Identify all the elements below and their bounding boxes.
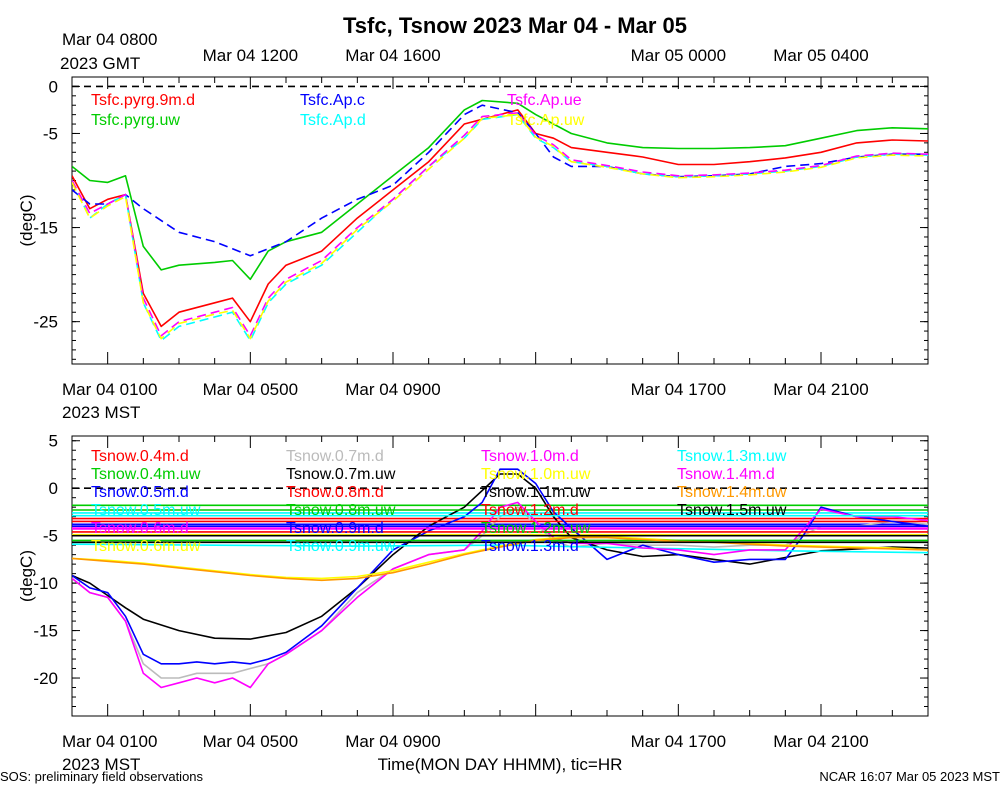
series-line-tsfc-ap-d (72, 113, 928, 342)
bottom-axis-header-sub: 2023 MST (62, 403, 140, 422)
series-line-tsnow-1-0m-uw (72, 535, 928, 580)
tsnow-panel: 5 0 -5 -10 -15 -20 (degC) Tsnow.0.4m.dTsnow.0.4… (17, 432, 929, 774)
bottom-axis-header-sub: 2023 MST (62, 755, 140, 774)
series-line-tsfc-ap-uw (72, 113, 928, 340)
x-tick-label: Mar 04 2100 (773, 380, 868, 399)
y-tick-label: -15 (33, 219, 58, 238)
legend-entry-tsnow-0-4m-d: Tsnow.0.4m.d (91, 448, 189, 465)
y-tick-label: 5 (49, 432, 58, 451)
legend-entry-tsnow-1-5m-uw: Tsnow.1.5m.uw (677, 502, 787, 519)
series-line-tsfc-pyrg-9m-d (72, 109, 928, 328)
series-line-tsnow-0-9m-d (72, 468, 928, 665)
footer-right: NCAR 16:07 Mar 05 2023 MST (819, 769, 1000, 784)
x-tick-label: Mar 04 0900 (345, 732, 440, 751)
y-tick-label: -25 (33, 313, 58, 332)
legend-entry-tsfc-ap-d: Tsfc.Ap.d (300, 112, 366, 129)
y-tick-label: -5 (43, 124, 58, 143)
legend-entry-tsnow-0-8m-d: Tsnow.0.8m.d (286, 484, 384, 501)
y-tick-label: 0 (49, 77, 58, 96)
legend-entry-tsnow-0-7m-uw: Tsnow.0.7m.uw (286, 466, 396, 483)
legend-entry-tsnow-1-0m-uw: Tsnow.1.0m.uw (481, 466, 591, 483)
y-tick-label: -5 (43, 527, 58, 546)
legend-entry-tsnow-1-4m-uw: Tsnow.1.4m.uw (677, 484, 787, 501)
legend-entry-tsnow-0-5m-uw: Tsnow.0.5m.uw (91, 502, 201, 519)
x-tick-label: Mar 04 2100 (773, 732, 868, 751)
legend-entry-tsnow-1-3m-d: Tsnow.1.3m.d (481, 538, 579, 555)
series-group (72, 99, 928, 342)
legend-entry-tsnow-0-8m-uw: Tsnow.0.8m.uw (286, 502, 396, 519)
legend-entry-tsfc-ap-ue: Tsfc.Ap.ue (507, 92, 582, 109)
y-axis-label: (degC) (17, 550, 36, 602)
legend-entry-tsnow-0-9m-uw: Tsnow.0.9m.uw (286, 538, 396, 555)
series-group (72, 468, 928, 689)
series-line-tsnow-1-4m-uw (72, 536, 928, 582)
legend-entry-tsnow-0-4m-uw: Tsnow.0.4m.uw (91, 466, 201, 483)
series-line-tsfc-ap-c (72, 104, 928, 257)
legend-entry-tsnow-1-2m-d: Tsnow.1.2m.d (481, 502, 579, 519)
legend-entry-tsfc-ap-uw: Tsfc.Ap.uw (507, 112, 585, 129)
y-tick-label: -10 (33, 574, 58, 593)
legend-entry-tsnow-1-4m-d: Tsnow.1.4m.d (677, 466, 775, 483)
x-tick-label: Mar 04 1700 (631, 732, 726, 751)
y-tick-label: -15 (33, 622, 58, 641)
bottom-axis-header: Mar 04 0100 (62, 732, 157, 751)
y-axis-label: (degC) (17, 195, 36, 247)
x-tick-label: Mar 04 0500 (203, 732, 298, 751)
legend-entry-tsnow-0-9m-d: Tsnow.0.9m.d (286, 520, 384, 537)
series-line-tsnow-0-7m-uw (72, 473, 928, 640)
top-x-tick-label: Mar 04 1200 (203, 46, 298, 65)
legend-entry-tsnow-0-5m-d: Tsnow.0.5m.d (91, 484, 189, 501)
x-tick-label: Mar 04 1700 (631, 380, 726, 399)
top-axis-header: Mar 04 0800 (62, 30, 157, 49)
legend-entry-tsnow-0-6m-uw: Tsnow.0.6m.uw (91, 538, 201, 555)
legend-entry-tsnow-1-3m-uw: Tsnow.1.3m.uw (677, 448, 787, 465)
legend-entry-tsfc-pyrg-uw: Tsfc.pyrg.uw (91, 112, 180, 129)
top-x-tick-label: Mar 05 0400 (773, 46, 868, 65)
legend-entry-tsfc-ap-c: Tsfc.Ap.c (300, 92, 365, 109)
legend-entry-tsnow-1-1m-uw: Tsnow.1.1m.uw (481, 484, 591, 501)
series-line-tsfc-pyrg-uw (72, 99, 928, 281)
legend-entry-tsnow-1-0m-d: Tsnow.1.0m.d (481, 448, 579, 465)
legend-entry-tsnow-1-2m-uw: Tsnow.1.2m.uw (481, 520, 591, 537)
chart-title: Tsfc, Tsnow 2023 Mar 04 - Mar 05 (343, 13, 687, 38)
series-line-tsfc-ap-ue (72, 112, 928, 337)
bottom-axis-header: Mar 04 0100 (62, 380, 157, 399)
series-line-tsnow-1-0m-d (72, 501, 928, 689)
y-tick-label: -20 (33, 669, 58, 688)
y-tick-label: 0 (49, 479, 58, 498)
x-axis-label: Time(MON DAY HHMM), tic=HR (378, 755, 623, 774)
legend-entry-tsnow-0-6m-d: Tsnow.0.6m.d (91, 520, 189, 537)
top-x-tick-label: Mar 05 0000 (631, 46, 726, 65)
top-axis-header-sub: 2023 GMT (60, 54, 140, 73)
footer-left: SOS: preliminary field observations (0, 769, 204, 784)
tsfc-panel: 0 -5 -15 -25 (degC) Tsfc.pyrg.9m.d Tsfc.pyrg.u… (17, 30, 929, 422)
legend-entry-tsfc-pyrg-9m-d: Tsfc.pyrg.9m.d (91, 92, 195, 109)
x-tick-label: Mar 04 0900 (345, 380, 440, 399)
x-tick-label: Mar 04 0500 (203, 380, 298, 399)
series-line-tsnow-0-9m-uw (72, 543, 928, 554)
legend-entry-tsnow-0-7m-d: Tsnow.0.7m.d (286, 448, 384, 465)
top-x-tick-label: Mar 04 1600 (345, 46, 440, 65)
